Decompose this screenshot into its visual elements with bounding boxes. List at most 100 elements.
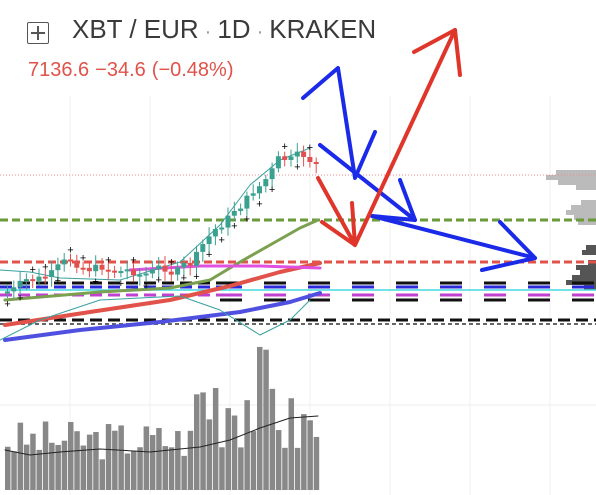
candle-body	[238, 208, 244, 211]
volume-bar	[112, 430, 118, 490]
marker: +	[181, 272, 187, 284]
candle-body	[194, 251, 199, 266]
drawing-arrow	[370, 214, 537, 260]
volume-profile	[571, 205, 596, 210]
candle-body	[263, 179, 269, 187]
volume-profile	[581, 200, 596, 205]
marker: +	[206, 249, 212, 261]
separator: ·	[204, 21, 212, 43]
volume-bar	[244, 400, 250, 490]
marker: +	[269, 184, 275, 196]
candle-body	[30, 279, 36, 282]
volume-bar	[17, 422, 24, 490]
volume-bar	[269, 388, 276, 490]
candle-body	[137, 274, 143, 277]
volume-bar	[301, 414, 307, 490]
candle-body	[42, 276, 48, 279]
ma-line	[3, 218, 320, 302]
volume-bar	[149, 435, 156, 490]
volume-profile	[546, 175, 596, 180]
volume-bar	[30, 433, 36, 490]
volume-profile	[578, 220, 596, 225]
candle-body	[99, 264, 105, 270]
chart-header: XBT / EUR · 1D · KRAKEN	[72, 14, 376, 45]
candle-body	[275, 156, 281, 169]
volume-bar	[61, 440, 68, 490]
volume-bar	[86, 434, 93, 490]
volume-bar	[313, 436, 320, 490]
candle-body	[156, 265, 162, 270]
candle-body	[288, 156, 294, 160]
volume-bar	[294, 447, 301, 490]
volume-bar	[206, 419, 213, 490]
volume-bar	[250, 431, 257, 490]
compare-button[interactable]	[27, 22, 49, 44]
volume-profile	[576, 265, 596, 270]
candle-body	[269, 168, 275, 180]
candle-body	[219, 227, 225, 230]
volume-average	[4, 415, 319, 456]
marker: +	[17, 292, 23, 304]
candle-body	[86, 267, 92, 272]
drawing-arrow	[370, 178, 417, 222]
volume-bar	[137, 447, 143, 490]
volume-bar	[194, 394, 200, 490]
candle-body	[93, 264, 99, 272]
candle-body	[225, 215, 231, 228]
drawing-arrow	[320, 201, 357, 247]
volume-bar	[238, 447, 244, 490]
volume-bar	[307, 420, 313, 490]
candle-body	[17, 280, 23, 288]
marker: +	[29, 264, 35, 276]
interval[interactable]: 1D	[217, 14, 251, 44]
drawing-arrow	[412, 28, 462, 77]
volume-bar	[187, 430, 194, 490]
symbol[interactable]: XBT / EUR	[72, 14, 199, 44]
volume-bar	[99, 459, 105, 490]
marker: +	[307, 142, 313, 154]
percent-change: (−0.48%)	[151, 59, 234, 81]
volume-bar	[219, 447, 225, 490]
marker: +	[193, 271, 199, 283]
candle-body	[231, 210, 237, 216]
candle-body	[206, 236, 212, 245]
volume-bar	[5, 446, 11, 490]
volume-bar	[175, 431, 181, 490]
marker: +	[42, 262, 48, 274]
marker: +	[55, 275, 61, 287]
volume-bar	[231, 415, 238, 490]
candle-body	[162, 265, 168, 272]
drawing-arrow	[301, 66, 377, 180]
candle-body	[5, 291, 10, 294]
volume-bar	[225, 408, 231, 490]
volume-bar	[200, 392, 206, 490]
volume-profile	[558, 180, 596, 185]
candle-body	[257, 186, 262, 194]
candle-body	[307, 156, 313, 162]
volume-bar	[124, 453, 131, 490]
candle-body	[61, 259, 67, 265]
drawing-arrow	[316, 28, 457, 247]
marker: +	[105, 255, 111, 267]
ma-line	[3, 261, 322, 327]
marker: +	[118, 278, 124, 290]
marker: +	[155, 274, 161, 286]
volume-profile	[586, 245, 596, 250]
volume-bar	[55, 444, 61, 490]
marker: +	[143, 280, 149, 292]
marker: +	[256, 198, 262, 210]
volume-profile	[582, 250, 596, 255]
marker: +	[80, 253, 86, 265]
volume-profile	[574, 215, 596, 220]
candle-body	[181, 262, 187, 268]
candle-body	[124, 269, 130, 272]
volume-bar	[93, 432, 99, 490]
candle-body	[49, 270, 55, 277]
quote-line: 7136.6 −34.6 (−0.48%)	[28, 59, 240, 82]
band-line	[0, 147, 311, 281]
marker: +	[218, 235, 224, 247]
candle-body	[168, 271, 174, 275]
volume-profile	[572, 275, 596, 280]
